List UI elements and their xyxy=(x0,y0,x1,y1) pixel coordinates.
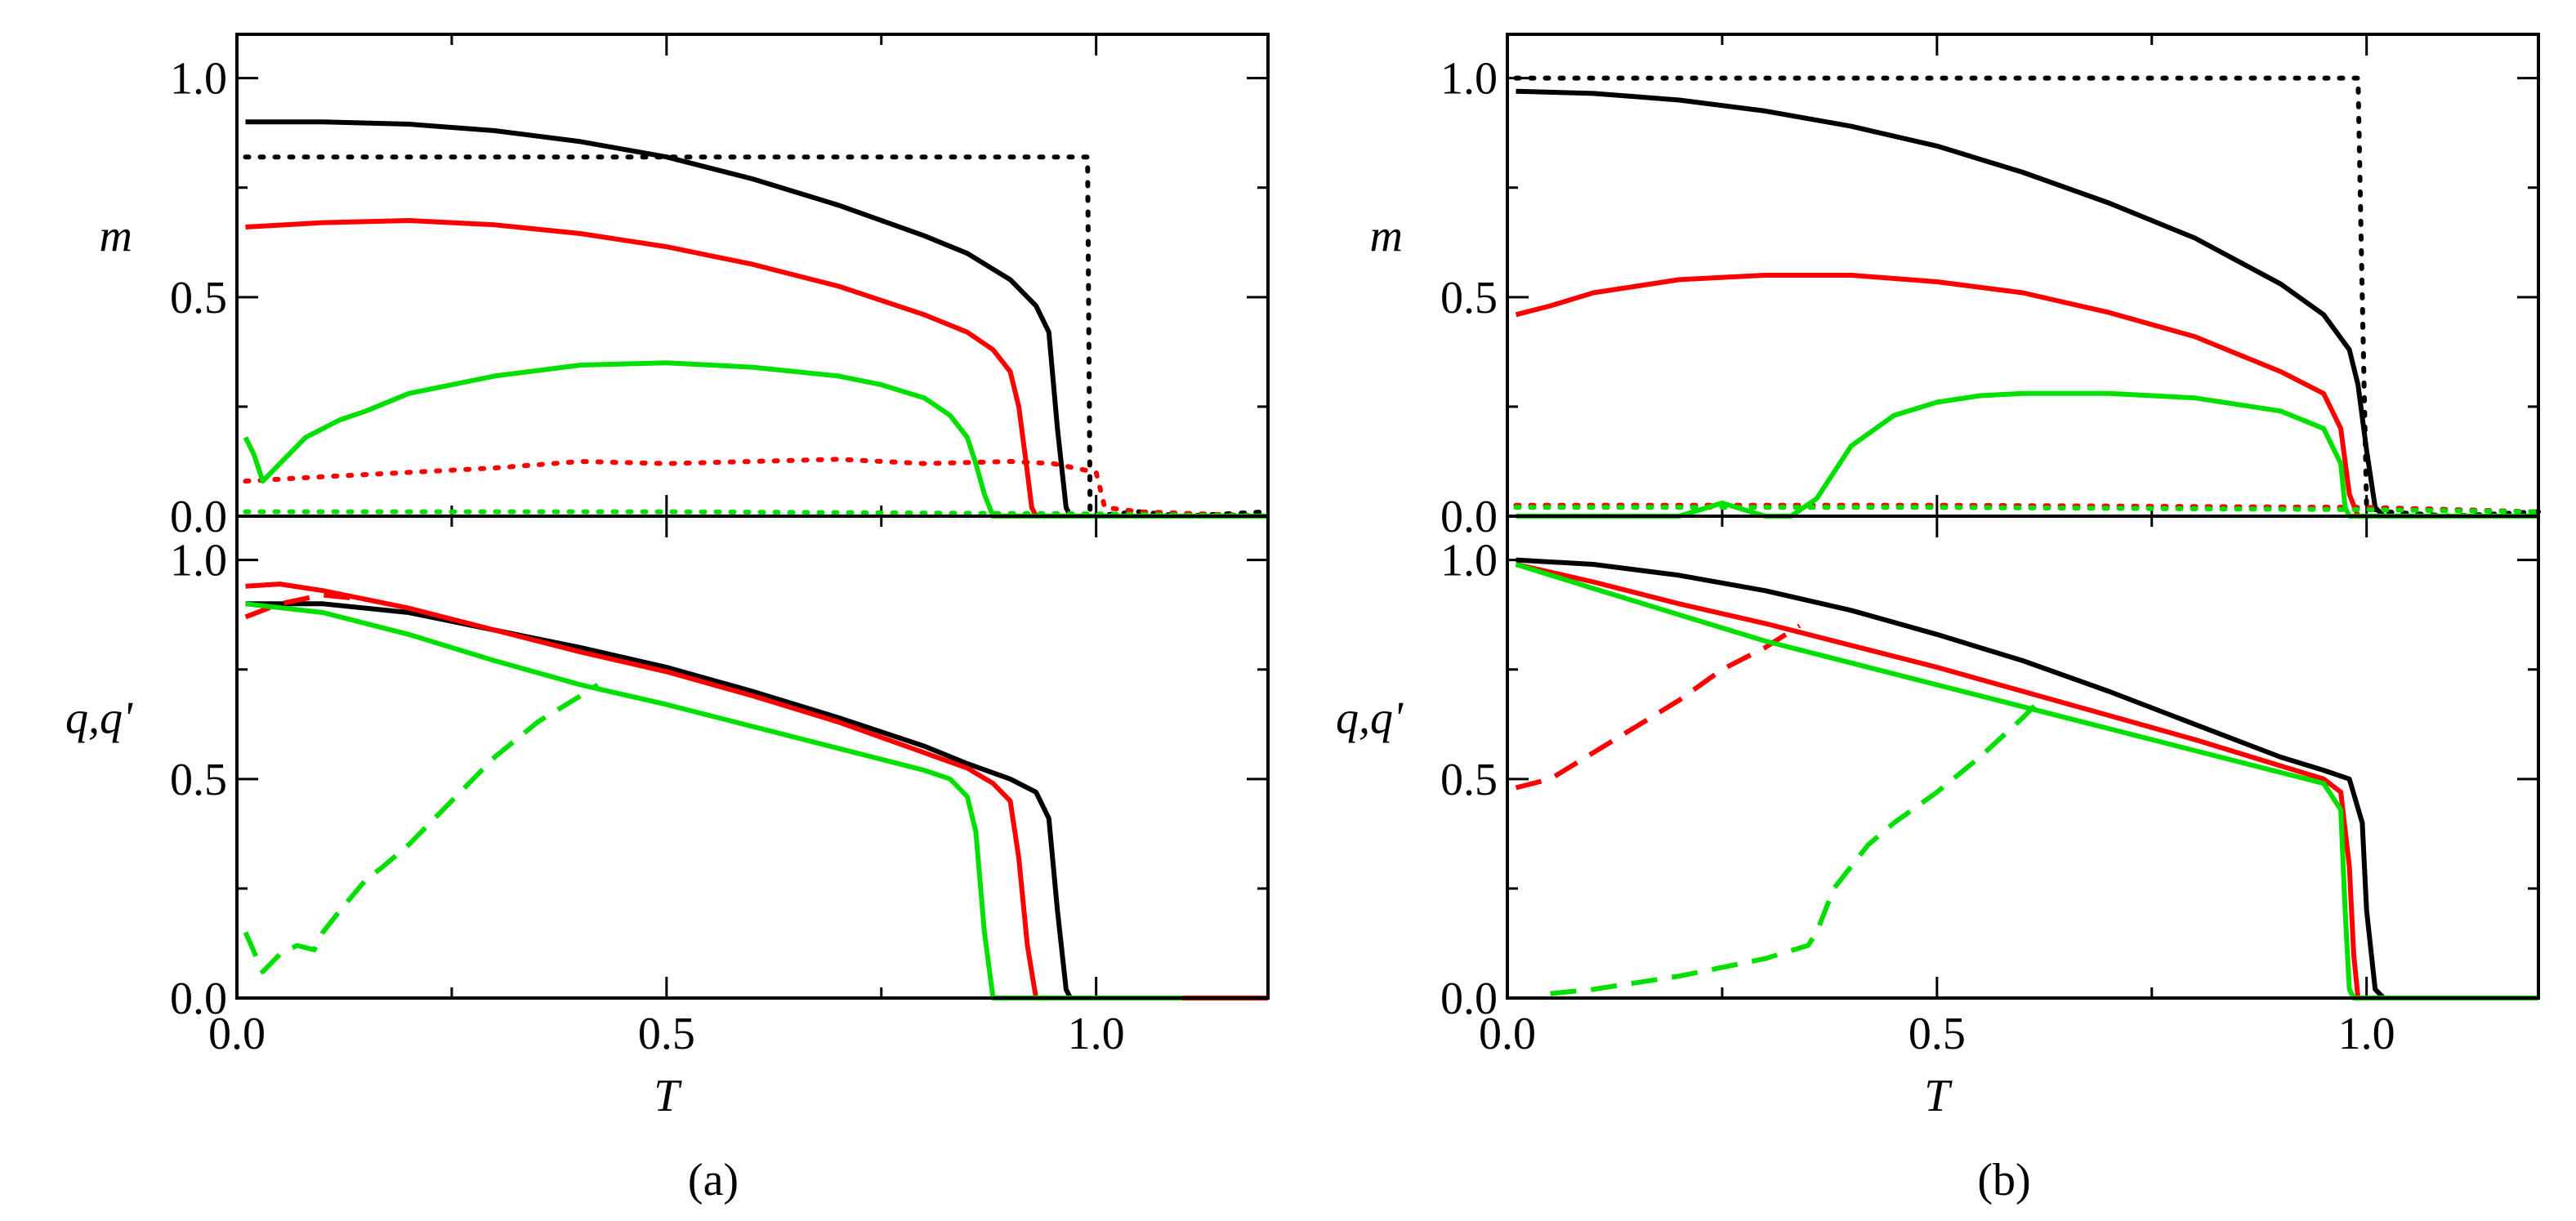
y-tick-label: 0.0 xyxy=(1440,492,1498,542)
subplot-b-top: 0.0 0.5 1.0 m xyxy=(1370,33,2541,542)
subplot-a-top: 0.0 0.5 1.0 m xyxy=(100,33,1270,542)
series-red-solid xyxy=(1515,273,2538,519)
series-green-solid xyxy=(1515,562,2538,1000)
x-tick-label: 0.5 xyxy=(1909,1009,1966,1059)
y-tick-label: 0.0 xyxy=(170,492,227,542)
series-red-dotted xyxy=(243,457,1270,519)
y-tick-label: 1.0 xyxy=(1440,54,1498,105)
series-green-dashed xyxy=(1550,698,2042,996)
subplot-b-bottom: 0.0 0.5 1.0 0.0 0.5 1.0 q,q' T xyxy=(1336,515,2540,1121)
y-axis-label: m xyxy=(1370,212,1403,262)
y-axis-label: q,q' xyxy=(1336,693,1404,744)
y-tick-label: 0.5 xyxy=(1440,755,1498,805)
plot-frame xyxy=(235,515,1270,1000)
series-green-solid xyxy=(245,601,1182,1000)
series-green-dotted xyxy=(243,509,1270,519)
y-tick-label: 0.0 xyxy=(170,974,227,1024)
series-red-solid xyxy=(1515,562,2538,1000)
series-black-solid xyxy=(245,119,1268,519)
x-tick-label: 1.0 xyxy=(2338,1009,2395,1059)
x-tick-label: 0.0 xyxy=(1479,1009,1536,1059)
y-tick-label: 1.0 xyxy=(170,54,227,105)
y-axis-label: m xyxy=(100,212,132,262)
series-green-dashed xyxy=(243,682,600,974)
x-tick-label: 0.0 xyxy=(208,1009,266,1059)
y-tick-label: 1.0 xyxy=(170,536,227,586)
panel-label-a: (a) xyxy=(688,1155,739,1205)
x-tick-label: 0.5 xyxy=(638,1009,695,1059)
series-black-dotted xyxy=(1513,75,2541,519)
plot-frame xyxy=(1506,33,2540,518)
x-tick-label: 1.0 xyxy=(1068,1009,1125,1059)
x-axis-label: T xyxy=(654,1071,682,1121)
series-red-dashed xyxy=(244,592,367,620)
y-tick-label: 1.0 xyxy=(1440,536,1498,586)
panel-label-b: (b) xyxy=(1977,1155,2030,1205)
series-black-solid xyxy=(245,601,1268,1000)
plot-frame xyxy=(1506,515,2540,1000)
series-green-solid xyxy=(1516,390,2538,519)
plot-frame xyxy=(235,33,1270,518)
subplot-a-bottom: 0.0 0.5 1.0 0.0 0.5 1.0 q,q' T xyxy=(65,515,1270,1121)
panel-b: 0.00.51.0m 0.00.51.00.0 0.5 1.0q,q'T (b) xyxy=(1336,33,2541,1205)
series-red-dashed xyxy=(1515,623,1801,791)
x-axis-label: T xyxy=(1924,1071,1953,1121)
y-tick-label: 0.5 xyxy=(170,273,227,323)
series-black-solid xyxy=(1516,557,2538,1000)
panel-a: 0.00.51.0m 0.00.51.00.0 0.5 1.0q,q'T (a) xyxy=(65,33,1270,1205)
y-tick-label: 0.5 xyxy=(170,755,227,805)
series-red-solid xyxy=(245,582,1268,1000)
series-black-solid xyxy=(1516,88,2538,519)
y-axis-label: q,q' xyxy=(65,693,133,744)
series-green-dotted xyxy=(1513,505,2541,515)
series-green-solid xyxy=(243,360,1268,519)
y-tick-label: 0.0 xyxy=(1440,974,1498,1024)
series-black-dotted xyxy=(243,154,1270,519)
y-tick-label: 0.5 xyxy=(1440,273,1498,323)
series-red-solid xyxy=(245,218,1268,519)
